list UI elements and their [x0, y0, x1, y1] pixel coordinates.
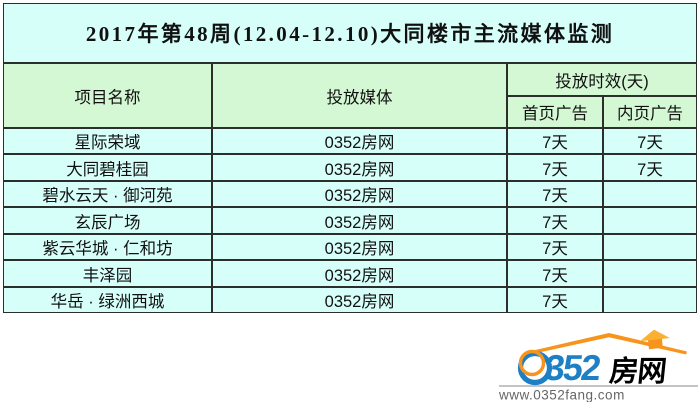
svg-text:www.0352fang.com: www.0352fang.com: [498, 388, 625, 403]
svg-text:352: 352: [543, 347, 602, 388]
svg-text:房网: 房网: [608, 355, 667, 388]
